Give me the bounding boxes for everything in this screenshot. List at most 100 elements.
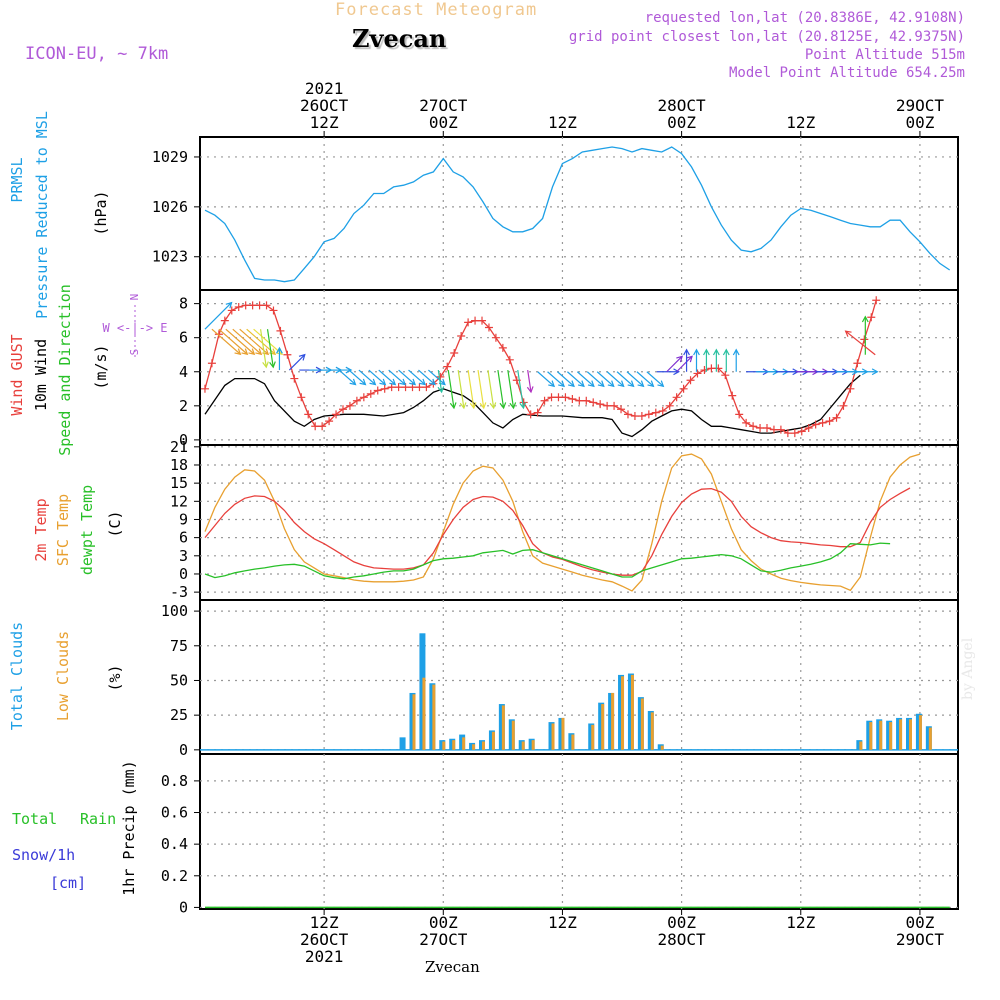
bottom-time-label: 12Z: [548, 913, 577, 932]
gust-marker: [665, 401, 674, 410]
wind-arrow: [457, 369, 465, 409]
wind-arrow-head: [548, 380, 556, 388]
bottom-time-label: 00Z: [905, 913, 934, 932]
wind-arrow: [616, 371, 634, 387]
wind-arrow-head: [369, 378, 377, 386]
wind-arrow: [447, 369, 455, 409]
low-cloud-bar: [650, 712, 654, 750]
low-cloud-bar: [591, 724, 595, 750]
gust-marker: [498, 343, 507, 352]
panel-frame: [199, 599, 959, 755]
y-tick-label: 4: [179, 363, 188, 381]
wind-arrow-head: [489, 402, 497, 410]
wind-arrow: [266, 329, 274, 368]
sfc-temp-line: [204, 453, 921, 592]
gust-marker: [575, 396, 584, 405]
gust-marker: [505, 355, 514, 364]
wind-arrow: [204, 302, 232, 330]
gust-marker: [234, 303, 243, 312]
bottom-time-label: 29OCT: [896, 930, 945, 949]
wind-arrow-head: [693, 348, 700, 356]
gust-marker: [220, 316, 229, 325]
gust-marker: [227, 306, 236, 315]
total-cloud-bar: [399, 737, 406, 750]
panel-frame: [199, 444, 959, 601]
wind-arrow: [218, 328, 248, 355]
wind-arrow: [596, 371, 615, 387]
precip-snow-unit-label: [cm]: [50, 874, 86, 892]
wind-gust-label: Wind GUST: [8, 334, 26, 415]
low-cloud-bar: [879, 720, 883, 750]
wind-unit-label: (m/s): [92, 344, 110, 389]
y-tick-label: 12: [170, 492, 188, 510]
wind-arrow-head: [597, 380, 605, 388]
wind-arrow-head: [673, 368, 681, 376]
wind-arrow: [225, 328, 255, 355]
wind-arrow-head: [349, 378, 357, 386]
precip-snow-label: Snow/1h: [12, 846, 75, 864]
wind-arrow-head: [871, 368, 879, 376]
wind-arrow: [507, 369, 515, 409]
gust-marker: [658, 406, 667, 415]
gust-marker: [860, 335, 869, 344]
bottom-time-label: 26OCT: [300, 930, 349, 949]
gust-marker: [735, 410, 744, 419]
total-clouds-label: Total Clouds: [8, 622, 26, 730]
gust-marker: [533, 408, 542, 417]
y-tick-label: 1029: [152, 148, 188, 166]
wind-arrow: [676, 355, 693, 373]
y-tick-label: 0.6: [161, 804, 188, 822]
gust-marker: [214, 330, 223, 339]
sfc-temp-label: SFC Temp: [54, 494, 72, 566]
gust-marker: [540, 396, 549, 405]
gust-marker: [617, 405, 626, 414]
panel-frame: [199, 289, 959, 446]
wind-arrow-head: [861, 315, 869, 323]
top-time-label: 12Z: [310, 113, 339, 132]
gust-marker: [380, 384, 389, 393]
wind-speed-line: [204, 374, 861, 438]
y-tick-label: 0: [179, 741, 188, 759]
wind-arrow: [666, 355, 683, 373]
wind-arrow-head: [627, 380, 635, 388]
gust-marker: [872, 296, 881, 305]
gust-marker: [818, 418, 827, 427]
low-clouds-label: Low Clouds: [54, 631, 72, 721]
wind-arrow-head: [437, 386, 445, 394]
wind-arrow: [253, 328, 283, 355]
gust-marker: [325, 417, 334, 426]
y-tick-label: 6: [179, 329, 188, 347]
gust-marker: [783, 429, 792, 438]
2m-temp-label: 2m Temp: [32, 498, 50, 561]
gust-marker: [630, 412, 639, 421]
y-tick-label: 2: [179, 397, 188, 415]
footer-station: Zvecan: [425, 958, 480, 976]
bottom-time-label: 00Z: [429, 913, 458, 932]
wind-arrow: [477, 369, 485, 409]
wind-arrow-head: [225, 301, 233, 309]
bottom-time-label: 12Z: [786, 913, 815, 932]
wind-arrow-head: [379, 378, 387, 386]
y-tick-label: 1026: [152, 198, 188, 216]
gust-marker: [700, 366, 709, 375]
gust-marker: [318, 422, 327, 431]
wind-arrow: [497, 369, 505, 409]
gust-marker: [582, 396, 591, 405]
top-time-label: 00Z: [905, 113, 934, 132]
wind-arrow-head: [519, 402, 527, 410]
gust-marker: [839, 401, 848, 410]
wind-arrow: [547, 371, 565, 387]
prmsl-desc-label: Pressure Reduced to MSL: [33, 111, 51, 319]
y-tick-label: 50: [170, 671, 188, 689]
pressure-unit-label: (hPa): [92, 190, 110, 235]
low-cloud-bar: [859, 741, 863, 750]
wind-arrow-head: [577, 380, 585, 388]
wind-arrow: [557, 371, 575, 387]
wind-arrow-head: [438, 378, 446, 386]
low-cloud-bar: [640, 698, 644, 750]
wind-arrow-head: [389, 378, 397, 386]
wind-arrow-head: [647, 380, 655, 388]
bottom-time-label: 2021: [305, 947, 344, 966]
gust-marker: [728, 391, 737, 400]
gust-marker: [672, 393, 681, 402]
